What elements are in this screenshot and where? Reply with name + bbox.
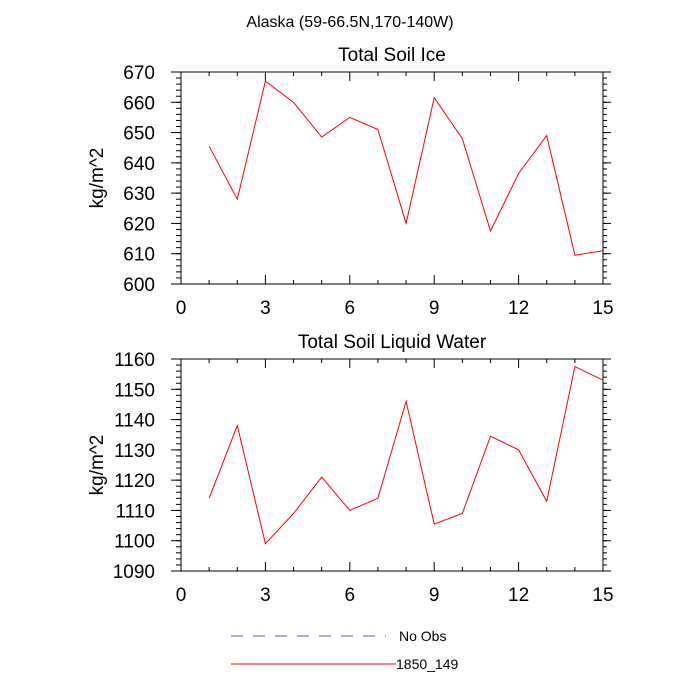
series-line [208, 365, 604, 545]
plot-frame [180, 71, 604, 285]
y-tick-label: 1150 [114, 380, 155, 401]
y-tick-label: 630 [123, 184, 155, 205]
legend: No Obs 1850_149 [231, 628, 459, 672]
y-axis-label: kg/m^2 [87, 148, 108, 209]
x-tick-label: 12 [508, 298, 529, 319]
y-tick-label: 1100 [114, 532, 155, 553]
x-tick-label: 6 [345, 585, 356, 606]
y-tick-label: 600 [123, 275, 155, 296]
panel-title: Total Soil Ice [338, 45, 446, 66]
y-tick-label: 640 [123, 154, 155, 175]
x-tick-label: 9 [429, 585, 440, 606]
chart-panel-1: Total Soil Ice kg/m^2 0 3 6 9 12 15 600 610 620 630… [87, 45, 614, 319]
y-tick-label: 1140 [114, 411, 155, 432]
x-tick-label: 9 [429, 298, 440, 319]
legend-label: No Obs [399, 628, 446, 644]
chart-panel-2: Total Soil Liquid Water kg/m^2 0 3 6 9 12 15 109… [87, 332, 614, 606]
x-tick-label: 3 [260, 298, 271, 319]
y-tick-label: 610 [123, 245, 155, 266]
x-tick-label: 3 [260, 585, 271, 606]
y-tick-label: 1120 [114, 471, 155, 492]
y-tick-label: 1110 [116, 501, 155, 522]
x-tick-label: 0 [176, 585, 187, 606]
y-tick-label: 1130 [114, 441, 155, 462]
y-tick-label: 620 [123, 214, 155, 235]
legend-label: 1850_149 [396, 656, 459, 672]
panel-title: Total Soil Liquid Water [298, 332, 487, 353]
x-tick-label: 12 [508, 585, 529, 606]
y-tick-label: 660 [123, 93, 155, 114]
y-tick-label: 1160 [114, 350, 155, 371]
y-tick-label: 1090 [113, 562, 155, 583]
figure-supertitle: Alaska (59-66.5N,170-140W) [246, 14, 453, 31]
series-line [208, 80, 604, 256]
plot-frame [180, 358, 604, 572]
x-tick-label: 15 [592, 585, 613, 606]
y-tick-label: 670 [123, 63, 155, 84]
x-tick-label: 6 [345, 298, 356, 319]
y-tick-label: 650 [123, 124, 155, 145]
x-tick-label: 15 [592, 298, 613, 319]
x-tick-label: 0 [176, 298, 187, 319]
y-axis-label: kg/m^2 [87, 435, 108, 496]
